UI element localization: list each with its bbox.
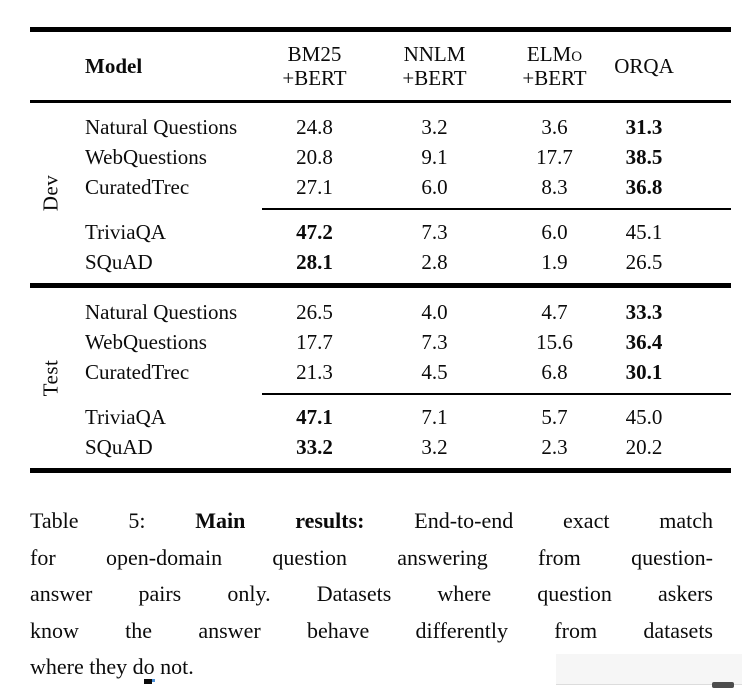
dataset-name: TriviaQA (85, 219, 166, 244)
caption-table-number: Table 5: (30, 508, 146, 533)
caption-line: for open-domain question answering from … (30, 544, 713, 570)
screen-artifact (152, 679, 155, 682)
value-bm25-bert: 33.2 (296, 434, 333, 459)
value-bm25-bert: 47.2 (296, 219, 333, 244)
table-bottom-rule (30, 468, 731, 473)
value-nnlm-bert: 7.3 (421, 329, 448, 354)
value-bm25-bert: 21.3 (296, 359, 333, 384)
dataset-name: TriviaQA (85, 404, 166, 429)
table-row: TriviaQA 47.2 7.3 6.0 45.1 (85, 217, 731, 247)
section-label-test: Test (38, 359, 63, 397)
value-bm25-bert: 17.7 (296, 329, 333, 354)
value-nnlm-bert: 3.2 (421, 114, 448, 139)
value-elmo-bert: 17.7 (536, 144, 573, 169)
value-orqa: 36.4 (625, 329, 663, 354)
value-orqa: 20.2 (625, 434, 663, 459)
value-orqa: 30.1 (625, 359, 663, 384)
table-row: WebQuestions 20.8 9.1 17.7 38.5 (85, 142, 731, 172)
value-nnlm-bert: 4.0 (421, 299, 448, 324)
value-nnlm-bert: 3.2 (421, 434, 448, 459)
results-table: Model BM25 +BERT NNLM +BERT ELMo +BERT O… (30, 27, 731, 473)
caption-line: Table 5: Main results: End-to-end exact … (30, 503, 713, 540)
value-orqa: 36.8 (625, 174, 663, 199)
table-row: Natural Questions 26.5 4.0 4.7 33.3 (85, 297, 731, 327)
screen-artifact (144, 679, 152, 684)
caption-line: know the answer behave differently from … (30, 617, 713, 643)
table-caption: Table 5: Main results: End-to-end exact … (30, 503, 713, 686)
dataset-name: WebQuestions (85, 329, 207, 354)
column-header-orqa: ORQA (614, 54, 674, 78)
table-row: Natural Questions 24.8 3.2 3.6 31.3 (85, 112, 731, 142)
table-row: SQuAD 28.1 2.8 1.9 26.5 (85, 247, 731, 277)
dataset-name: Natural Questions (85, 299, 238, 324)
table-row: SQuAD 33.2 3.2 2.3 20.2 (85, 432, 731, 462)
value-nnlm-bert: 4.5 (421, 359, 448, 384)
value-nnlm-bert: 7.3 (421, 219, 448, 244)
value-bm25-bert: 27.1 (296, 174, 333, 199)
table-row: CuratedTrec 21.3 4.5 6.8 30.1 (85, 357, 731, 387)
value-elmo-bert: 6.8 (541, 359, 568, 384)
caption-text: End-to-end exact match (414, 508, 714, 533)
caption-title: Main results: (195, 508, 365, 533)
table-row: CuratedTrec 27.1 6.0 8.3 36.8 (85, 172, 731, 202)
value-bm25-bert: 20.8 (296, 144, 333, 169)
value-bm25-bert: 47.1 (296, 404, 333, 429)
section-label-dev: Dev (38, 174, 63, 212)
dataset-name: SQuAD (85, 434, 153, 459)
partial-rule (262, 208, 731, 210)
dataset-name: SQuAD (85, 249, 153, 274)
value-orqa: 26.5 (625, 249, 663, 274)
value-elmo-bert: 15.6 (536, 329, 573, 354)
value-bm25-bert: 24.8 (296, 114, 333, 139)
column-header-bm25-bert: BM25 +BERT (282, 42, 347, 90)
section-dev: Dev Natural Questions 24.8 3.2 3.6 31.3 … (30, 103, 731, 283)
caption-line: where they do not. (30, 654, 194, 679)
value-nnlm-bert: 9.1 (421, 144, 448, 169)
value-orqa: 31.3 (625, 114, 663, 139)
table-top-rule (30, 27, 731, 32)
value-elmo-bert: 4.7 (541, 299, 568, 324)
table-header-row: Model BM25 +BERT NNLM +BERT ELMo +BERT O… (85, 32, 731, 100)
value-orqa: 45.0 (625, 404, 663, 429)
value-elmo-bert: 2.3 (541, 434, 568, 459)
value-nnlm-bert: 7.1 (421, 404, 448, 429)
partial-rule-wrap (30, 208, 731, 210)
screen-artifact (556, 654, 742, 685)
value-nnlm-bert: 2.8 (421, 249, 448, 274)
section-divider-rule (30, 283, 731, 288)
value-elmo-bert: 8.3 (541, 174, 568, 199)
value-orqa: 45.1 (625, 219, 663, 244)
column-header-model: Model (85, 53, 143, 78)
value-bm25-bert: 28.1 (296, 249, 333, 274)
value-orqa: 38.5 (625, 144, 663, 169)
value-elmo-bert: 5.7 (541, 404, 568, 429)
value-elmo-bert: 1.9 (541, 249, 568, 274)
column-header-nnlm-bert: NNLM +BERT (402, 42, 467, 90)
header-rule (30, 100, 731, 103)
value-elmo-bert: 3.6 (541, 114, 568, 139)
table-row: TriviaQA 47.1 7.1 5.7 45.0 (85, 402, 731, 432)
dataset-name: CuratedTrec (85, 174, 190, 199)
value-orqa: 33.3 (625, 299, 663, 324)
partial-rule-wrap (30, 393, 731, 395)
screen-artifact (712, 682, 734, 688)
dataset-name: Natural Questions (85, 114, 238, 139)
column-header-elmo-bert: ELMo +BERT (522, 42, 587, 90)
table-row: WebQuestions 17.7 7.3 15.6 36.4 (85, 327, 731, 357)
value-nnlm-bert: 6.0 (421, 174, 448, 199)
value-elmo-bert: 6.0 (541, 219, 568, 244)
section-test: Test Natural Questions 26.5 4.0 4.7 33.3… (30, 288, 731, 468)
dataset-name: WebQuestions (85, 144, 207, 169)
value-bm25-bert: 26.5 (296, 299, 333, 324)
dataset-name: CuratedTrec (85, 359, 190, 384)
partial-rule (262, 393, 731, 395)
caption-line: answer pairs only. Datasets where questi… (30, 581, 713, 606)
